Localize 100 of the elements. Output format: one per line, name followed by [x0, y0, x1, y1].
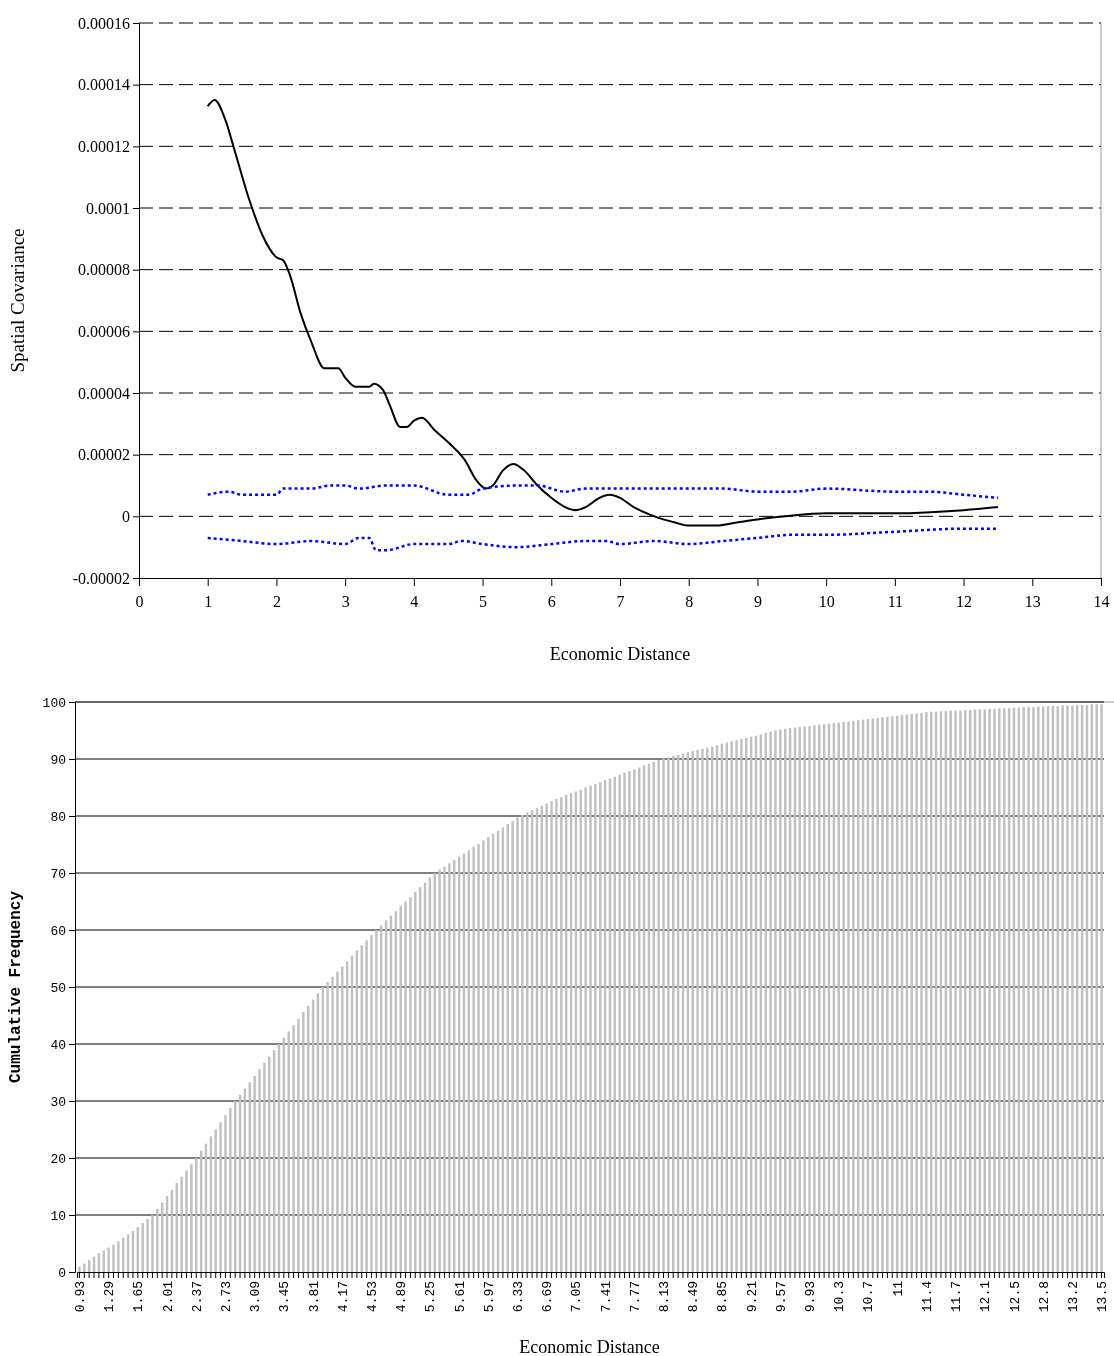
bar	[521, 814, 524, 1272]
bar	[998, 708, 1001, 1272]
x-tick-label: 11.7	[949, 1281, 965, 1313]
bar	[1061, 705, 1064, 1272]
bar	[920, 712, 923, 1272]
bar	[83, 1263, 86, 1272]
bar	[667, 757, 670, 1272]
bar	[482, 840, 485, 1272]
bar	[253, 1075, 256, 1272]
y-tick-label: 60	[50, 923, 66, 939]
x-tick-label: 8	[685, 593, 694, 611]
bar	[185, 1170, 188, 1272]
bar	[730, 741, 733, 1272]
bar	[409, 896, 412, 1272]
x-tick-label: 3.45	[277, 1281, 293, 1313]
x-tick-label: 13.5	[1095, 1281, 1111, 1313]
x-tick-label: 7.05	[569, 1281, 585, 1313]
y-tick-label: 90	[50, 752, 66, 768]
x-tick-label: 13	[1024, 593, 1041, 611]
x-tick-label: 7.41	[598, 1280, 614, 1313]
y-tick-label: 0	[122, 507, 130, 525]
bar	[146, 1218, 149, 1272]
x-tick-label: 5.97	[481, 1281, 497, 1313]
bar	[141, 1222, 144, 1272]
x-tick-label: 3.09	[248, 1281, 264, 1313]
bar	[584, 787, 587, 1272]
bar	[487, 837, 490, 1272]
bar	[302, 1012, 305, 1272]
bar	[633, 769, 636, 1272]
x-tick-label: 6.33	[511, 1281, 527, 1313]
x-tick-label: 0	[135, 593, 144, 611]
bar	[448, 863, 451, 1272]
x-tick-label: 4.17	[335, 1281, 351, 1313]
bar	[156, 1208, 159, 1272]
x-tick-label: 10.3	[832, 1281, 848, 1313]
bar	[112, 1244, 115, 1272]
bar	[954, 710, 957, 1272]
bar	[550, 801, 553, 1272]
bar	[404, 901, 407, 1272]
bar	[560, 797, 563, 1272]
bar	[297, 1018, 300, 1272]
x-tick-label: 10	[818, 593, 835, 611]
x-tick-label: 7.77	[627, 1281, 643, 1313]
y-tick-label: 50	[50, 980, 66, 996]
x-tick-label: 9.21	[744, 1280, 760, 1313]
x-tick-label: 3	[341, 593, 350, 611]
bar	[292, 1025, 295, 1272]
bar	[117, 1241, 120, 1272]
bar	[472, 846, 475, 1272]
bar	[224, 1115, 227, 1272]
bar	[915, 713, 918, 1272]
x-tick-label: 12	[956, 593, 973, 611]
y-tick-label: 40	[50, 1037, 66, 1053]
bar	[993, 708, 996, 1272]
bar	[375, 930, 378, 1272]
x-axis-title: Economic Distance	[549, 644, 691, 664]
bar	[190, 1164, 193, 1272]
x-tick-label: 11	[890, 1280, 906, 1297]
x-tick-label: 1	[204, 593, 213, 611]
bar	[1037, 706, 1040, 1272]
bar	[628, 770, 631, 1272]
bar	[706, 747, 709, 1272]
x-tick-label: 6	[547, 593, 556, 611]
bar	[740, 739, 743, 1272]
bar	[623, 772, 626, 1272]
bar	[735, 740, 738, 1272]
bar	[769, 731, 772, 1272]
bar	[701, 748, 704, 1272]
y-tick-label: 0.0001	[86, 199, 130, 217]
bar	[949, 710, 952, 1272]
x-tick-label: 0.93	[72, 1281, 88, 1313]
bar	[881, 717, 884, 1272]
x-tick-label: 12.1	[978, 1280, 994, 1313]
x-tick-label: 14	[1093, 593, 1110, 611]
bar	[107, 1247, 110, 1272]
bar	[326, 981, 329, 1272]
bar	[779, 729, 782, 1272]
bar	[1066, 705, 1069, 1272]
x-tick-label: 4.89	[394, 1281, 410, 1313]
bar	[696, 749, 699, 1272]
y-axis-title: Spatial Covariance	[7, 228, 28, 373]
bar	[1032, 707, 1035, 1272]
line-series	[206, 484, 1000, 500]
x-tick-label: 8.13	[657, 1281, 673, 1313]
x-tick-label: 1.29	[102, 1281, 118, 1313]
bar	[370, 935, 373, 1272]
bar	[959, 710, 962, 1272]
bar	[774, 730, 777, 1272]
y-tick-label: -0.00002	[72, 569, 130, 587]
y-tick-label: 0.00008	[78, 261, 130, 279]
bar	[516, 817, 519, 1272]
x-tick-label: 6.69	[540, 1281, 556, 1313]
x-tick-label: 5.25	[423, 1281, 439, 1313]
bar	[691, 751, 694, 1272]
y-tick-label: 0.00002	[78, 446, 130, 464]
bar	[258, 1069, 261, 1272]
bar	[1027, 707, 1030, 1272]
bar	[443, 866, 446, 1272]
bar	[438, 869, 441, 1272]
bar	[808, 725, 811, 1272]
